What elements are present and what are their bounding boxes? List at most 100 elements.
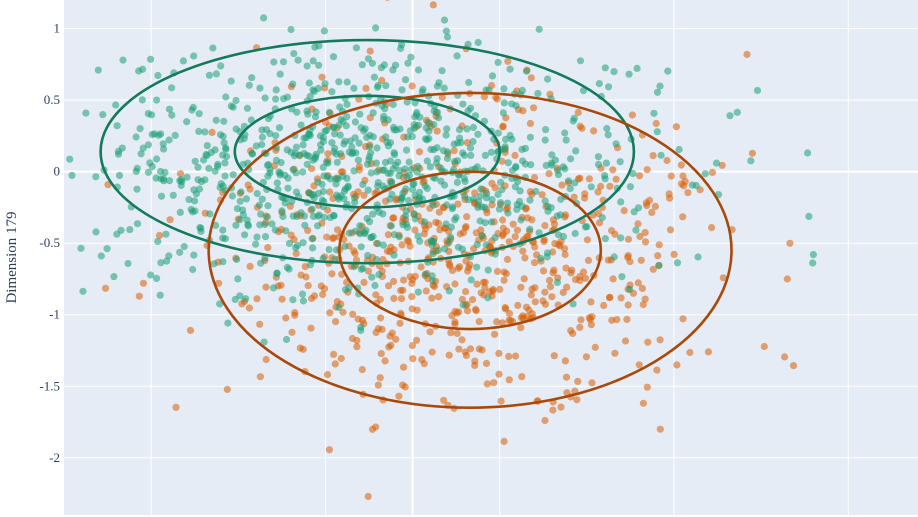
data-point — [547, 204, 555, 212]
data-point — [94, 66, 102, 74]
data-point — [396, 125, 404, 133]
data-point — [399, 286, 407, 294]
data-point — [262, 283, 270, 291]
data-point — [216, 300, 224, 308]
data-point — [488, 72, 497, 80]
data-point — [299, 239, 307, 247]
data-point — [346, 137, 354, 145]
data-point — [576, 122, 584, 130]
data-point — [628, 111, 637, 119]
data-point — [422, 287, 430, 295]
data-point — [381, 158, 390, 167]
data-point — [500, 85, 508, 93]
data-point — [488, 201, 496, 209]
data-point — [113, 122, 121, 130]
data-point — [653, 88, 662, 96]
data-point — [248, 150, 257, 158]
data-point — [633, 64, 641, 72]
data-point — [413, 168, 421, 176]
data-point — [256, 320, 264, 328]
data-point — [261, 94, 269, 102]
data-point — [243, 104, 251, 112]
confidence-ellipse — [338, 170, 603, 331]
data-point — [428, 272, 436, 280]
data-point — [314, 178, 322, 186]
data-point — [414, 66, 423, 74]
data-point — [389, 100, 397, 109]
data-point — [278, 295, 286, 303]
data-point — [455, 345, 463, 353]
data-point — [272, 132, 280, 140]
data-point — [498, 216, 507, 224]
data-point — [398, 194, 406, 202]
data-point — [500, 99, 508, 107]
data-point — [656, 336, 664, 344]
data-point — [245, 304, 253, 312]
data-point — [644, 338, 652, 346]
data-point — [541, 416, 549, 425]
data-point — [361, 125, 369, 133]
data-point — [526, 225, 534, 233]
data-point — [446, 262, 454, 270]
data-point — [594, 160, 603, 168]
data-point — [502, 305, 510, 313]
data-point — [252, 240, 260, 248]
data-point — [372, 291, 380, 299]
data-point — [190, 251, 198, 259]
data-point — [786, 239, 794, 247]
data-point — [637, 256, 645, 264]
data-point — [319, 163, 327, 171]
data-point — [312, 150, 320, 158]
data-point — [220, 117, 228, 125]
data-point — [270, 58, 278, 66]
data-point — [563, 389, 571, 397]
data-point — [557, 403, 565, 411]
data-point — [391, 151, 399, 159]
data-point — [666, 226, 675, 234]
data-point — [302, 273, 310, 281]
data-point — [180, 242, 188, 251]
data-point — [185, 196, 193, 204]
data-point — [488, 196, 496, 204]
data-point — [526, 133, 535, 141]
data-point — [554, 231, 563, 239]
data-point — [538, 191, 546, 199]
data-point — [504, 159, 512, 167]
data-point — [352, 256, 361, 264]
data-point — [132, 133, 140, 141]
data-point — [447, 329, 455, 337]
data-point — [670, 250, 678, 258]
data-point — [567, 327, 575, 335]
data-point — [258, 126, 266, 134]
data-point — [641, 238, 650, 246]
data-point — [537, 254, 545, 262]
data-point — [481, 151, 489, 159]
data-point — [639, 399, 648, 407]
data-point — [400, 363, 408, 371]
data-point — [114, 150, 123, 158]
data-point — [390, 277, 398, 285]
data-point — [298, 290, 307, 298]
data-point — [680, 182, 688, 190]
data-point — [610, 68, 618, 76]
data-point — [372, 159, 380, 167]
data-point — [253, 295, 261, 303]
data-point — [324, 150, 332, 158]
data-point — [651, 202, 660, 210]
data-point — [494, 129, 502, 137]
data-point — [378, 325, 386, 333]
data-point — [146, 159, 154, 167]
data-point — [398, 86, 406, 94]
data-point — [548, 161, 556, 169]
data-point — [502, 270, 510, 278]
data-point — [325, 446, 333, 454]
data-point — [652, 119, 660, 128]
data-point — [282, 335, 291, 344]
data-point — [153, 96, 161, 104]
data-point — [139, 279, 147, 287]
data-point — [242, 195, 250, 203]
data-point — [363, 214, 371, 223]
data-point — [403, 98, 411, 106]
data-point — [517, 324, 525, 332]
data-point — [315, 42, 323, 50]
